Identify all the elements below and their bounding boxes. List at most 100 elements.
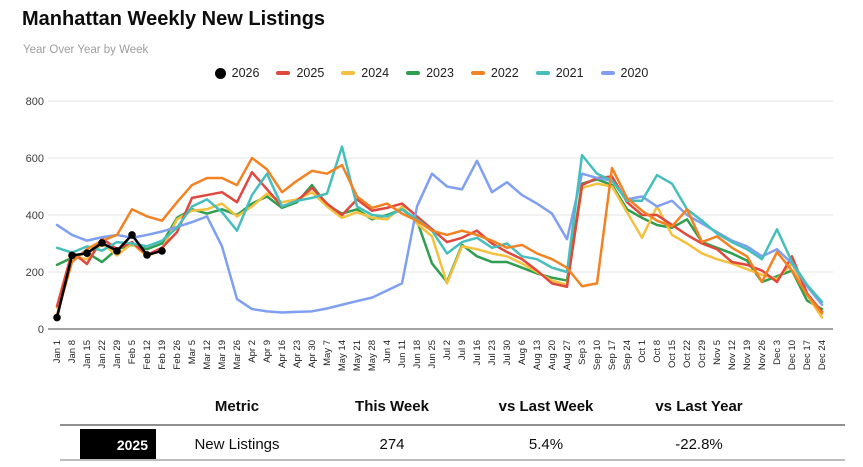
svg-text:Jun 4: Jun 4 (382, 340, 393, 363)
svg-text:Nov 26: Nov 26 (757, 340, 768, 370)
legend-label: 2021 (555, 66, 584, 80)
data-point-2026 (143, 251, 151, 259)
data-point-2026 (83, 249, 91, 257)
legend-swatch-2020 (600, 71, 615, 75)
svg-text:May 14: May 14 (337, 340, 348, 371)
legend-item-2025[interactable]: 2025 (276, 66, 324, 80)
svg-text:Feb 5: Feb 5 (127, 340, 138, 364)
svg-text:May 7: May 7 (322, 340, 333, 366)
legend-label: 2020 (620, 66, 649, 80)
vs-last-week-cell: 5.4% (528, 436, 564, 453)
svg-text:Apr 9: Apr 9 (262, 340, 273, 363)
svg-text:Mar 26: Mar 26 (232, 340, 243, 370)
table-header-rule (60, 424, 845, 426)
legend-label: 2023 (426, 66, 454, 80)
svg-text:Aug 13: Aug 13 (532, 340, 543, 370)
data-point-2026 (98, 239, 106, 247)
badge-column-spacer (60, 398, 168, 415)
svg-text:Jun 11: Jun 11 (397, 340, 408, 368)
legend-item-2022[interactable]: 2022 (470, 66, 519, 80)
data-point-2026 (128, 231, 136, 239)
year-badge: 2025 (80, 429, 156, 460)
legend-swatch-2021 (535, 71, 550, 75)
legend-label: 2022 (490, 66, 519, 80)
series-2021 (55, 145, 824, 304)
legend-swatch-2026 (214, 67, 226, 79)
svg-text:Jan 1: Jan 1 (52, 340, 63, 363)
svg-text:Feb 12: Feb 12 (142, 340, 153, 370)
series-2020 (55, 159, 824, 314)
legend-swatch-2023 (406, 71, 421, 75)
col-header-this-week: This Week (355, 398, 429, 415)
page-title: Manhattan Weekly New Listings (22, 8, 326, 30)
y-axis-labels: 0 200 400 600 800 (26, 96, 44, 336)
svg-text:Sep 10: Sep 10 (592, 340, 603, 370)
svg-text:Dec 24: Dec 24 (817, 340, 828, 370)
svg-text:Jan 22: Jan 22 (97, 340, 108, 369)
legend-label: 2025 (296, 66, 325, 80)
table-bottom-rule (60, 459, 845, 461)
summary-table-headers: Metric This Week vs Last Week vs Last Ye… (60, 398, 784, 415)
svg-text:Oct 15: Oct 15 (667, 340, 678, 368)
svg-text:Apr 2: Apr 2 (247, 340, 258, 363)
svg-text:Jan 15: Jan 15 (82, 340, 93, 369)
legend-item-2021[interactable]: 2021 (535, 66, 584, 80)
legend-item-2020[interactable]: 2020 (600, 66, 649, 80)
svg-text:400: 400 (26, 210, 44, 222)
legend-item-2023[interactable]: 2023 (406, 66, 454, 80)
chart-svg[interactable]: 0 200 400 600 800 Jan 1 Jan 8 Jan 15 Jan 22 Jan 2… (0, 88, 863, 390)
svg-text:Apr 30: Apr 30 (307, 340, 318, 368)
svg-text:Apr 23: Apr 23 (292, 340, 303, 368)
vs-last-year-cell: -22.8% (675, 436, 723, 453)
svg-text:Jun 18: Jun 18 (412, 340, 423, 369)
legend-label: 2026 (231, 66, 260, 80)
svg-text:Feb 19: Feb 19 (157, 340, 168, 370)
svg-text:Feb 26: Feb 26 (172, 340, 183, 370)
svg-text:May 28: May 28 (367, 340, 378, 371)
svg-text:Dec 17: Dec 17 (802, 340, 813, 370)
svg-text:Dec 3: Dec 3 (772, 340, 783, 365)
svg-text:Jan 29: Jan 29 (112, 340, 123, 369)
data-point-2026 (68, 251, 76, 260)
svg-text:Aug 20: Aug 20 (547, 340, 558, 370)
legend-swatch-2025 (276, 71, 291, 75)
svg-text:Jul 30: Jul 30 (502, 340, 513, 365)
svg-text:Aug 27: Aug 27 (562, 340, 573, 370)
svg-text:Oct 8: Oct 8 (652, 340, 663, 363)
page-subtitle: Year Over Year by Week (23, 44, 149, 56)
svg-text:Jul 16: Jul 16 (472, 340, 483, 365)
chart-legend: 2026 2025 2024 2023 2022 2021 2020 (0, 66, 863, 80)
svg-text:Jun 25: Jun 25 (427, 340, 438, 369)
svg-text:600: 600 (26, 153, 44, 165)
svg-text:0: 0 (38, 324, 44, 336)
svg-text:Nov 12: Nov 12 (727, 340, 738, 370)
metric-cell: New Listings (194, 436, 280, 453)
svg-text:Mar 12: Mar 12 (202, 340, 213, 370)
col-header-vs-last-year: vs Last Year (655, 398, 743, 415)
svg-text:May 21: May 21 (352, 340, 363, 371)
svg-text:Oct 22: Oct 22 (682, 340, 693, 368)
svg-text:Nov 5: Nov 5 (712, 340, 723, 365)
svg-text:Jan 8: Jan 8 (67, 340, 78, 363)
svg-text:Dec 10: Dec 10 (787, 340, 798, 370)
svg-text:800: 800 (26, 96, 44, 108)
data-point-2026 (53, 313, 61, 322)
legend-swatch-2024 (341, 71, 356, 75)
svg-text:200: 200 (26, 267, 44, 279)
series-2024 (55, 182, 824, 319)
svg-text:Oct 29: Oct 29 (697, 340, 708, 368)
svg-text:Oct 1: Oct 1 (637, 340, 648, 363)
legend-label: 2024 (361, 66, 390, 80)
series-2026 (53, 231, 166, 322)
svg-text:Aug 6: Aug 6 (517, 340, 528, 365)
data-point-2026 (113, 247, 121, 255)
legend-item-2024[interactable]: 2024 (341, 66, 389, 80)
legend-item-2026[interactable]: 2026 (214, 66, 260, 80)
this-week-cell: 274 (379, 436, 405, 453)
svg-text:Jul 9: Jul 9 (457, 340, 468, 360)
svg-text:Jul 23: Jul 23 (487, 340, 498, 365)
data-point-2026 (158, 247, 166, 255)
svg-text:Apr 16: Apr 16 (277, 340, 288, 368)
svg-text:Sep 17: Sep 17 (607, 340, 618, 370)
svg-text:Sep 3: Sep 3 (577, 340, 588, 365)
